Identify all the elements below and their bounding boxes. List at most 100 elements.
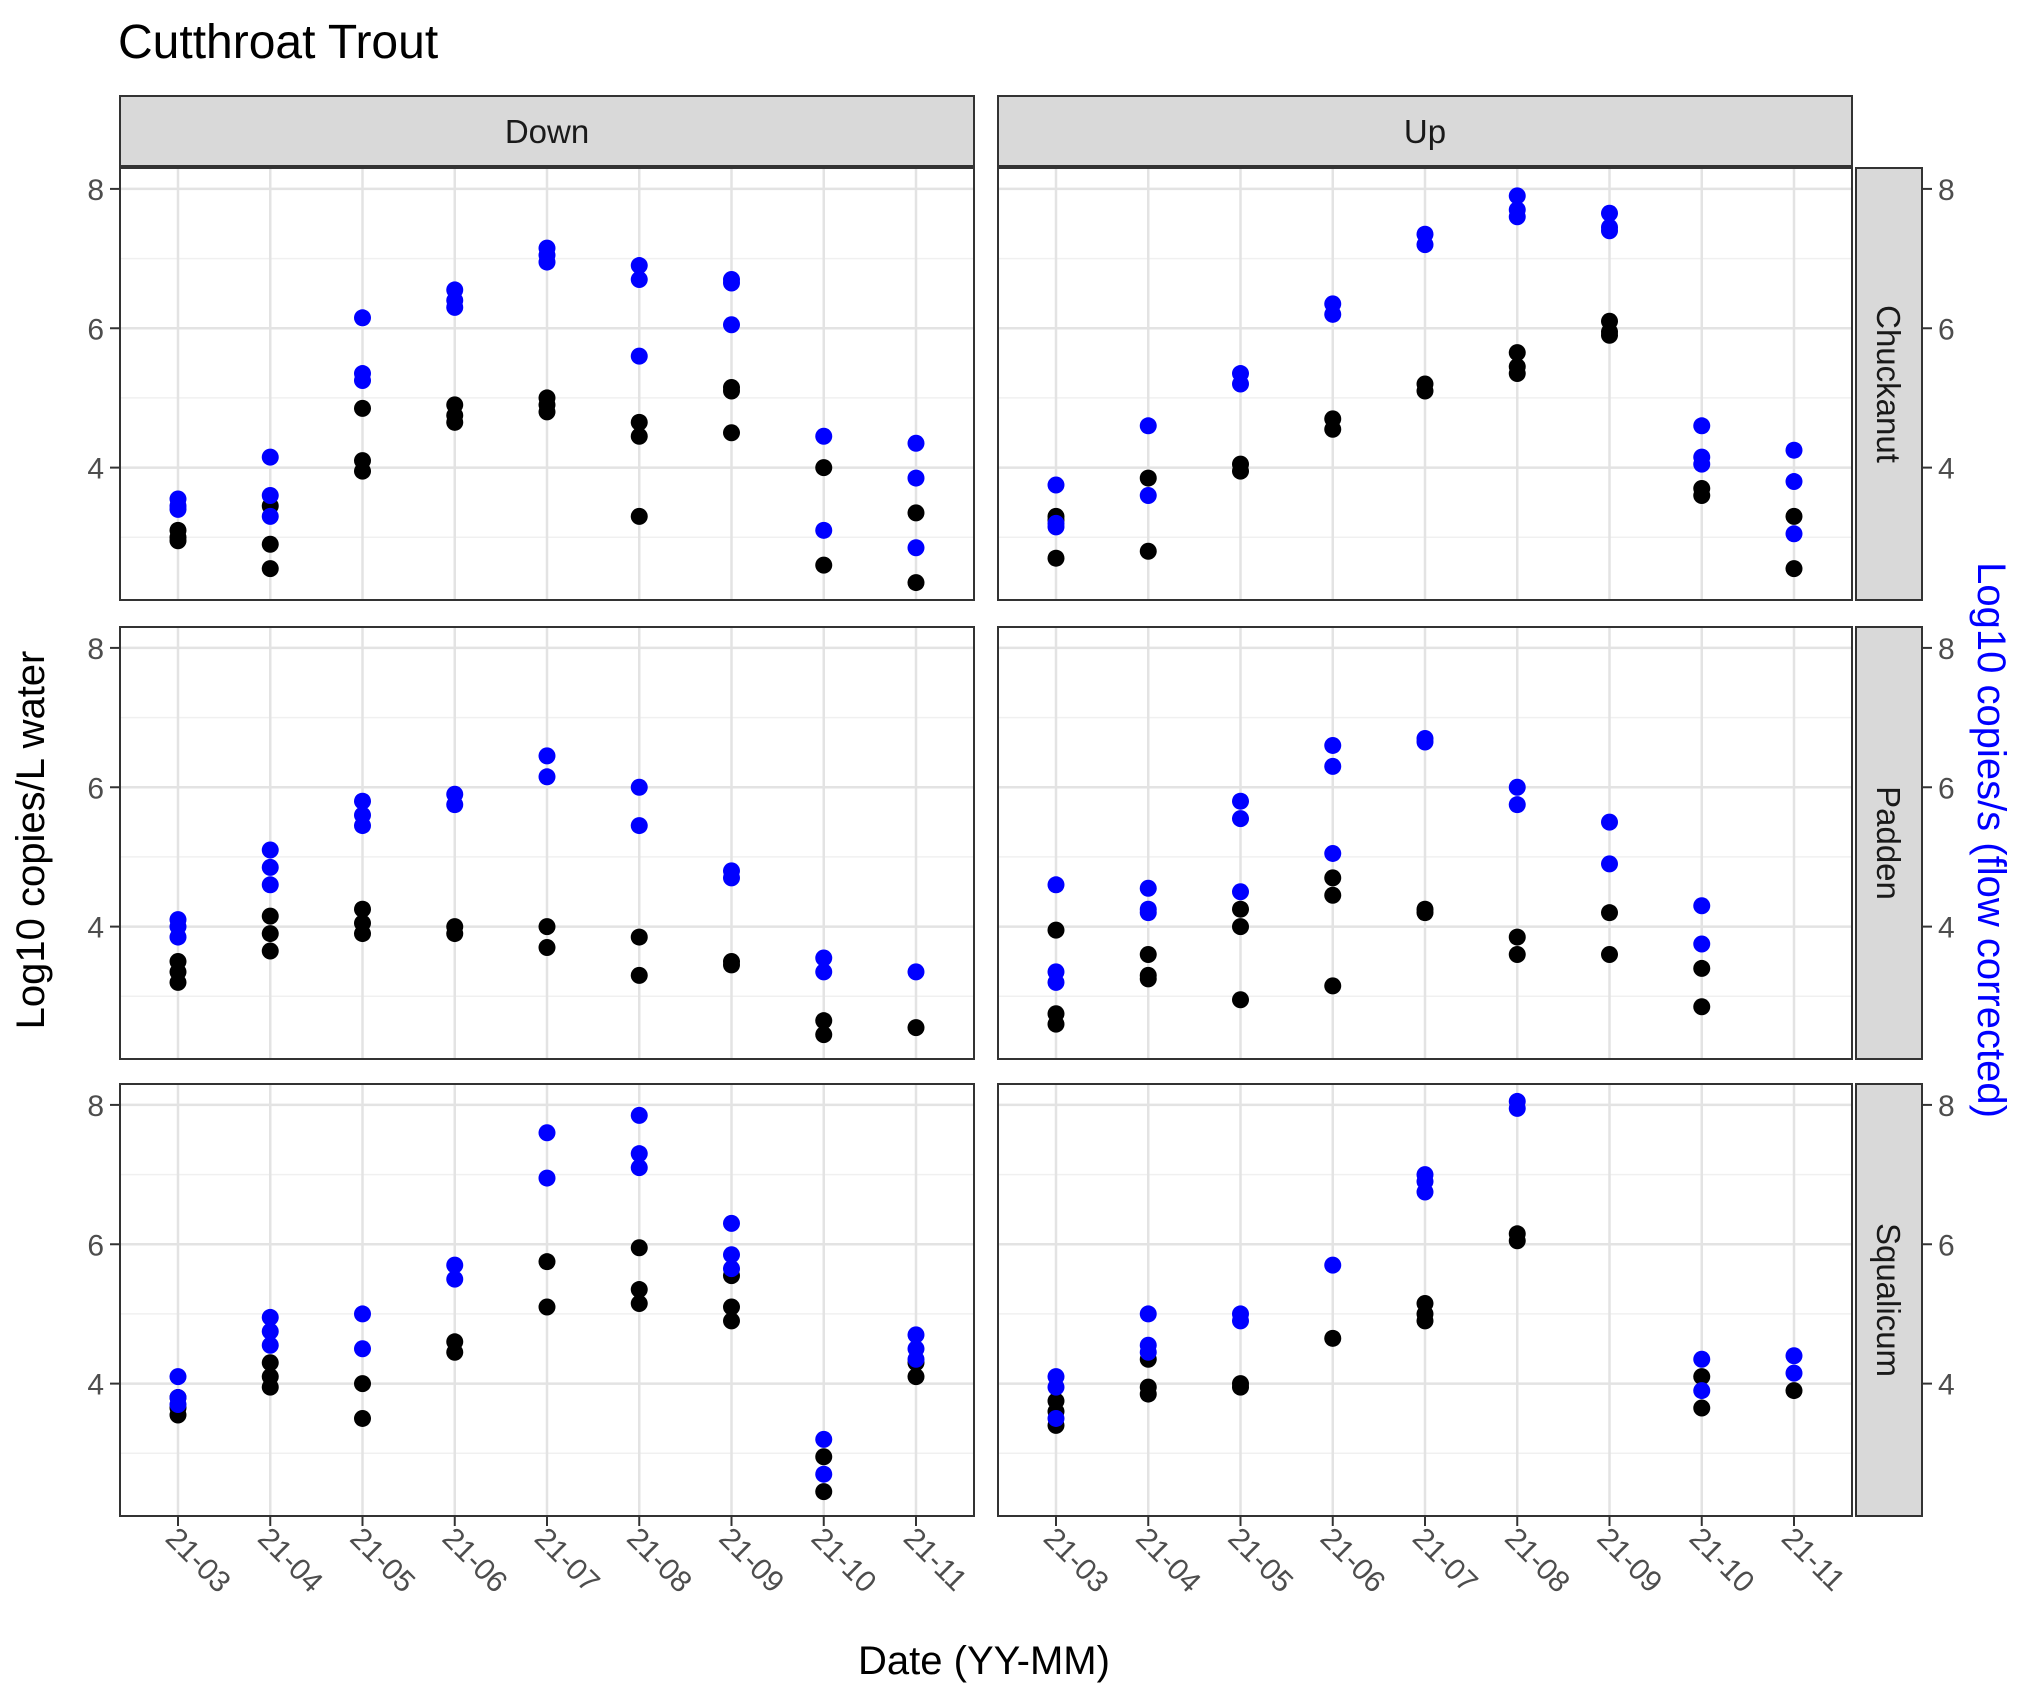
y-tick-label: 6 <box>87 772 104 805</box>
point-copies-per-l <box>261 925 279 943</box>
point-copies-per-l <box>1139 542 1157 560</box>
panel-points-padden-up <box>1047 729 1711 1033</box>
point-copies-per-s <box>1047 476 1065 494</box>
point-copies-per-s <box>1693 417 1711 435</box>
point-copies-per-s <box>1324 736 1342 754</box>
y-tick-label: 4 <box>87 1369 104 1402</box>
point-copies-per-l <box>1601 945 1618 963</box>
secondary-y-tick-label: 8 <box>1938 1090 1955 1123</box>
secondary-y-tick-label: 8 <box>1938 633 1955 666</box>
point-copies-per-s <box>630 1145 648 1163</box>
point-copies-per-s <box>1232 792 1249 810</box>
point-copies-per-s <box>907 963 925 981</box>
point-copies-per-l <box>1693 486 1711 504</box>
x-tick-label: 21-08 <box>620 1522 698 1600</box>
panel-border <box>997 626 1853 1060</box>
point-copies-per-l <box>1693 1368 1711 1386</box>
point-copies-per-l <box>815 1448 833 1466</box>
point-copies-per-s <box>261 841 279 859</box>
point-copies-per-s <box>1324 305 1342 323</box>
point-copies-per-s <box>354 817 371 835</box>
point-copies-per-l <box>261 1354 279 1372</box>
point-copies-per-l <box>1324 977 1342 995</box>
point-copies-per-l <box>538 939 556 957</box>
point-copies-per-s <box>1139 417 1157 435</box>
point-copies-per-s <box>815 1430 833 1448</box>
point-copies-per-s <box>1232 883 1249 901</box>
point-copies-per-s <box>1047 518 1065 536</box>
point-copies-per-s <box>261 486 279 504</box>
point-copies-per-l <box>630 413 648 431</box>
point-copies-per-l <box>446 1343 464 1361</box>
point-copies-per-s <box>446 298 464 316</box>
point-copies-per-s <box>907 434 925 452</box>
point-copies-per-s <box>815 521 833 539</box>
point-copies-per-l <box>1508 344 1526 362</box>
point-copies-per-l <box>723 1298 740 1316</box>
point-copies-per-s <box>1693 935 1711 953</box>
point-copies-per-l <box>261 942 279 960</box>
point-copies-per-s <box>1785 473 1803 491</box>
point-copies-per-s <box>261 876 279 894</box>
point-copies-per-s <box>1508 778 1526 796</box>
y-tick-label: 8 <box>87 1090 104 1123</box>
x-tick-label: 21-08 <box>1498 1522 1576 1600</box>
facet-strip-chuckanut <box>1855 167 1923 601</box>
x-tick-label: 21-11 <box>1775 1522 1851 1598</box>
point-copies-per-s <box>538 768 556 786</box>
point-copies-per-l <box>1601 326 1618 344</box>
point-copies-per-s <box>354 1340 371 1358</box>
point-copies-per-s <box>538 1124 556 1142</box>
facet-strip-squalicum <box>1855 1083 1923 1517</box>
point-copies-per-s <box>1232 810 1249 828</box>
point-copies-per-l <box>538 1253 556 1271</box>
facet-strip-label: Padden <box>1870 786 1907 900</box>
point-copies-per-l <box>446 925 464 943</box>
point-copies-per-s <box>723 316 740 334</box>
panel-points-squalicum-up <box>1047 1092 1803 1434</box>
point-copies-per-s <box>261 507 279 525</box>
point-copies-per-s <box>630 1159 648 1177</box>
point-copies-per-s <box>354 309 371 327</box>
point-copies-per-l <box>169 973 187 991</box>
point-copies-per-l <box>261 1378 279 1396</box>
point-copies-per-s <box>630 257 648 275</box>
point-copies-per-s <box>261 1336 279 1354</box>
x-tick-label: 21-11 <box>897 1522 973 1598</box>
secondary-y-tick-label: 8 <box>1938 174 1955 207</box>
point-copies-per-s <box>1508 187 1526 205</box>
secondary-y-tick-label: 6 <box>1938 313 1955 346</box>
point-copies-per-s <box>907 1326 925 1344</box>
point-copies-per-s <box>1232 1312 1249 1330</box>
point-copies-per-s <box>723 1246 740 1264</box>
point-copies-per-l <box>907 504 925 522</box>
point-copies-per-s <box>630 778 648 796</box>
point-copies-per-s <box>261 1322 279 1340</box>
point-copies-per-s <box>1693 1350 1711 1368</box>
point-copies-per-l <box>1232 918 1249 936</box>
point-copies-per-l <box>1693 998 1711 1016</box>
x-tick-label: 21-04 <box>251 1522 329 1600</box>
facet-strip-down <box>119 95 975 167</box>
panel-points-squalicum-down <box>169 1106 925 1501</box>
point-copies-per-s <box>1508 796 1526 814</box>
point-copies-per-l <box>907 1368 925 1386</box>
point-copies-per-s <box>1785 1347 1803 1365</box>
point-copies-per-s <box>1047 973 1065 991</box>
y-tick-label: 8 <box>87 174 104 207</box>
point-copies-per-s <box>1601 204 1618 222</box>
point-copies-per-l <box>354 399 371 417</box>
point-copies-per-l <box>1416 904 1434 922</box>
panel-points-chuckanut-up <box>1047 187 1803 578</box>
point-copies-per-s <box>907 539 925 557</box>
point-copies-per-l <box>1416 1312 1434 1330</box>
point-copies-per-l <box>1324 1329 1342 1347</box>
point-copies-per-s <box>1139 486 1157 504</box>
x-tick-label: 21-07 <box>1406 1522 1484 1600</box>
point-copies-per-s <box>723 869 740 887</box>
point-copies-per-s <box>815 963 833 981</box>
point-copies-per-l <box>538 918 556 936</box>
point-copies-per-l <box>1416 382 1434 400</box>
point-copies-per-s <box>723 1260 740 1278</box>
